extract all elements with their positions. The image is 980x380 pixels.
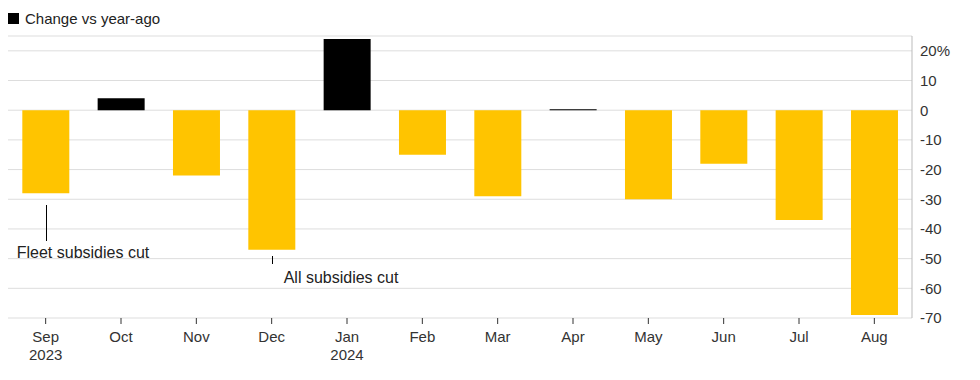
svg-text:0: 0 [920, 102, 928, 119]
svg-text:10: 10 [920, 72, 937, 89]
svg-text:Dec: Dec [258, 328, 285, 345]
svg-text:Feb: Feb [409, 328, 435, 345]
svg-text:Jan2024: Jan2024 [330, 328, 363, 363]
svg-text:20%: 20% [920, 42, 950, 59]
svg-text:-30: -30 [920, 191, 942, 208]
html-text:All subsidies cut: All subsidies cut [283, 268, 399, 286]
svg-text:Mar: Mar [485, 328, 511, 345]
svg-text:Nov: Nov [183, 328, 210, 345]
svg-text:-20: -20 [920, 161, 942, 178]
svg-text:May: May [634, 328, 663, 345]
svg-text:-60: -60 [920, 280, 942, 297]
svg-text:Oct: Oct [109, 328, 133, 345]
svg-text:-50: -50 [920, 250, 942, 267]
svg-text:-70: -70 [920, 309, 942, 326]
html-text:Fleet subsidies cut: Fleet subsidies cut [16, 244, 150, 262]
svg-text:Apr: Apr [561, 328, 584, 345]
svg-text:-10: -10 [920, 131, 942, 148]
svg-text:-40: -40 [920, 220, 942, 237]
svg-text:Aug: Aug [861, 328, 888, 345]
html-text:Change vs year-ago: Change vs year-ago [25, 9, 161, 27]
svg-text:Sep2023: Sep2023 [29, 328, 62, 363]
svg-text:Jul: Jul [789, 328, 808, 345]
svg-text:Jun: Jun [712, 328, 736, 345]
